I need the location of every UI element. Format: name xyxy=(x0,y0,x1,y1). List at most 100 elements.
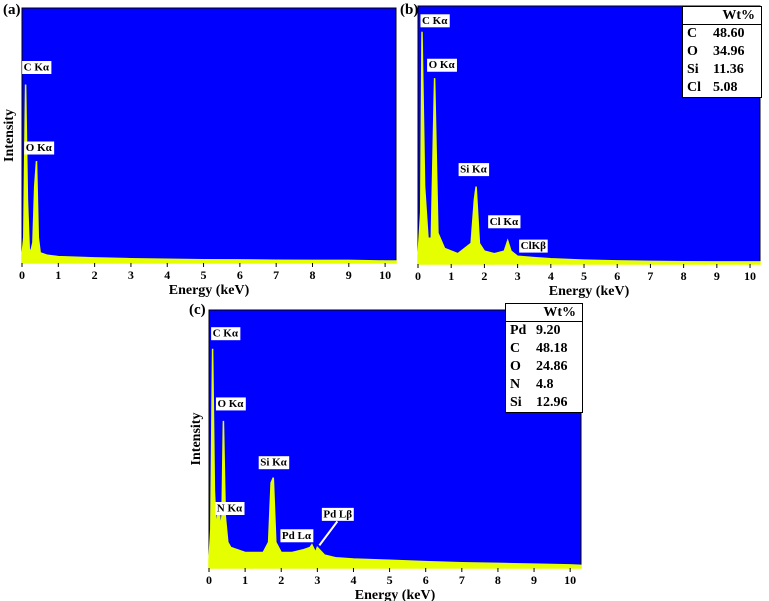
x-tick-label: 4 xyxy=(350,573,356,587)
wt-element: O xyxy=(687,44,698,59)
peak-label: Pd Lβ xyxy=(321,507,354,521)
wt-row: N 4.8 xyxy=(506,376,582,394)
wt-value: 12.96 xyxy=(536,395,568,410)
x-tick-label: 3 xyxy=(128,268,134,282)
x-tick-label: 9 xyxy=(714,269,720,283)
x-tick-label: 0 xyxy=(19,268,25,282)
x-tick-label: 3 xyxy=(515,269,521,283)
svg-text:O Kα: O Kα xyxy=(26,142,53,154)
wt-element: Si xyxy=(687,62,699,77)
peak-label: ClKβ xyxy=(519,239,548,253)
spectrum-series xyxy=(208,348,582,569)
peak-label: C Kα xyxy=(420,14,450,28)
spectrum-series xyxy=(21,84,397,264)
peak-label: Pd Lα xyxy=(280,529,314,543)
pointer-arrow xyxy=(318,520,339,546)
wt-value: 9.20 xyxy=(536,323,561,338)
x-tick-label: 0 xyxy=(415,269,421,283)
wt-element: Pd xyxy=(510,323,527,338)
chart-panel-b: (b) 0 1 2 3 4 5 6 7 8 9 10 Energy (keV) C Kα O Kα Si K… xyxy=(398,0,769,305)
plot-area xyxy=(21,7,397,264)
wt-element: O xyxy=(510,359,521,374)
x-tick-label: 3 xyxy=(314,573,320,587)
wt-element: Si xyxy=(510,395,522,410)
x-axis-title: Energy (keV) xyxy=(169,283,250,298)
peak-label: C Kα xyxy=(22,61,52,74)
peak-label: Si Kα xyxy=(458,163,490,177)
svg-text:Si Kα: Si Kα xyxy=(260,457,287,469)
y-axis-title: Intensity xyxy=(2,109,17,162)
x-axis-title: Energy (keV) xyxy=(549,284,630,299)
peak-label: O Kα xyxy=(24,141,55,155)
wt-row: Si 12.96 xyxy=(506,394,582,412)
x-tick-label: 2 xyxy=(278,573,284,587)
wt-value: 24.86 xyxy=(536,359,568,374)
chart-panel-a: (a) 0 1 2 3 4 5 6 7 8 9 10 Energy (keV) Intensity C K… xyxy=(0,0,400,301)
panel-label-c: (c) xyxy=(189,302,206,318)
x-tick-label: 10 xyxy=(564,573,576,587)
wt-row: O 34.96 xyxy=(683,43,761,61)
x-tick-label: 9 xyxy=(531,573,537,587)
wt-element: N xyxy=(510,377,521,392)
wt-row: C 48.18 xyxy=(506,340,582,358)
x-tick-label: 7 xyxy=(273,268,279,282)
x-tick-label: 5 xyxy=(581,269,587,283)
x-tick-label: 1 xyxy=(55,268,61,282)
wt-row: Si 11.36 xyxy=(683,61,761,79)
wt-value: 5.08 xyxy=(713,80,738,95)
x-tick-label: 5 xyxy=(201,268,207,282)
x-tick-label: 4 xyxy=(548,269,554,283)
x-tick-label: 10 xyxy=(744,269,756,283)
wt-value: 11.36 xyxy=(713,62,744,77)
svg-text:O Kα: O Kα xyxy=(429,59,456,71)
x-tick-label: 9 xyxy=(346,268,352,282)
peak-label: Cl Kα xyxy=(488,215,521,229)
x-tick-label: 2 xyxy=(92,268,98,282)
svg-text:Pd Lβ: Pd Lβ xyxy=(323,508,352,520)
wt-row: Cl 5.08 xyxy=(683,79,761,97)
x-tick-label: 7 xyxy=(459,573,465,587)
spectrum-series xyxy=(417,31,761,265)
svg-text:C Kα: C Kα xyxy=(422,15,448,27)
wt-header: Wt% xyxy=(506,304,582,322)
svg-text:N Kα: N Kα xyxy=(217,503,243,515)
peak-label: N Kα xyxy=(215,502,245,515)
wt-value: 48.60 xyxy=(713,26,745,41)
peak-label: O Kα xyxy=(427,58,457,72)
svg-text:C Kα: C Kα xyxy=(213,328,239,340)
svg-text:O Kα: O Kα xyxy=(217,398,244,410)
wt-value: 4.8 xyxy=(536,377,554,392)
wt-table-c: Wt% Pd 9.20 C 48.18 O 24.86 N 4.8 Si 12.96 xyxy=(505,303,583,413)
x-tick-label: 6 xyxy=(423,573,429,587)
svg-text:Si Kα: Si Kα xyxy=(460,164,487,176)
x-tick-label: 6 xyxy=(237,268,243,282)
wt-header: Wt% xyxy=(683,7,761,25)
wt-value: 34.96 xyxy=(713,44,745,59)
x-tick-label: 7 xyxy=(647,269,653,283)
x-tick-label: 0 xyxy=(206,573,212,587)
wt-element: C xyxy=(510,341,521,356)
panel-label-a: (a) xyxy=(3,2,21,18)
wt-row: C 48.60 xyxy=(683,25,761,43)
x-tick-label: 4 xyxy=(164,268,170,282)
wt-value: 48.18 xyxy=(536,341,568,356)
chart-panel-c: (c) 0 1 2 3 4 5 6 7 8 9 10 Energy (keV) Intensity C K… xyxy=(187,300,587,601)
x-tick-label: 10 xyxy=(379,268,391,282)
panel-label-b: (b) xyxy=(400,2,419,18)
wt-element: C xyxy=(687,26,698,41)
x-tick-label: 2 xyxy=(481,269,487,283)
peak-label: O Kα xyxy=(215,397,246,411)
y-axis-title: Intensity xyxy=(189,413,204,466)
chart-svg-c: 0 1 2 3 4 5 6 7 8 9 10 Energy (keV) Intensity C Kα O K… xyxy=(189,309,582,601)
peak-label: C Kα xyxy=(211,327,241,341)
x-axis-title: Energy (keV) xyxy=(355,588,436,601)
x-tick-label: 6 xyxy=(614,269,620,283)
svg-text:Pd Lα: Pd Lα xyxy=(282,530,312,542)
wt-row: O 24.86 xyxy=(506,358,582,376)
x-tick-label: 5 xyxy=(387,573,393,587)
wt-row: Pd 9.20 xyxy=(506,322,582,340)
svg-text:ClKβ: ClKβ xyxy=(521,240,547,252)
x-tick-label: 8 xyxy=(495,573,501,587)
svg-text:Cl Kα: Cl Kα xyxy=(490,216,519,228)
wt-element: Cl xyxy=(687,80,701,95)
